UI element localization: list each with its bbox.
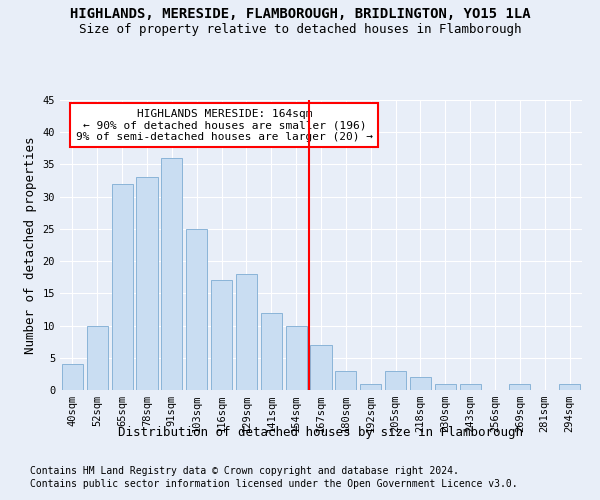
Text: HIGHLANDS MERESIDE: 164sqm
← 90% of detached houses are smaller (196)
9% of semi: HIGHLANDS MERESIDE: 164sqm ← 90% of deta… <box>76 108 373 142</box>
Bar <box>509 384 530 390</box>
Bar <box>161 158 182 390</box>
Bar <box>112 184 133 390</box>
Bar <box>559 384 580 390</box>
Text: Size of property relative to detached houses in Flamborough: Size of property relative to detached ho… <box>79 22 521 36</box>
Bar <box>385 370 406 390</box>
Text: Contains HM Land Registry data © Crown copyright and database right 2024.: Contains HM Land Registry data © Crown c… <box>30 466 459 476</box>
Bar <box>360 384 381 390</box>
Bar <box>410 377 431 390</box>
Bar <box>62 364 83 390</box>
Bar <box>460 384 481 390</box>
Bar <box>261 312 282 390</box>
Bar <box>335 370 356 390</box>
Text: Contains public sector information licensed under the Open Government Licence v3: Contains public sector information licen… <box>30 479 518 489</box>
Bar <box>435 384 456 390</box>
Bar <box>236 274 257 390</box>
Text: Distribution of detached houses by size in Flamborough: Distribution of detached houses by size … <box>119 426 523 439</box>
Bar <box>186 229 207 390</box>
Bar <box>310 345 332 390</box>
Bar <box>211 280 232 390</box>
Bar <box>286 326 307 390</box>
Text: HIGHLANDS, MERESIDE, FLAMBOROUGH, BRIDLINGTON, YO15 1LA: HIGHLANDS, MERESIDE, FLAMBOROUGH, BRIDLI… <box>70 8 530 22</box>
Bar <box>87 326 108 390</box>
Y-axis label: Number of detached properties: Number of detached properties <box>24 136 37 354</box>
Bar <box>136 178 158 390</box>
